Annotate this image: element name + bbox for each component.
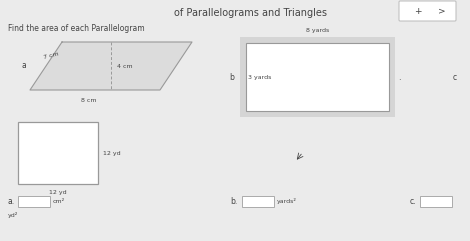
- Text: cm²: cm²: [53, 199, 65, 204]
- Text: a.: a.: [8, 197, 15, 206]
- Text: c: c: [453, 73, 457, 81]
- Text: 3 yards: 3 yards: [248, 74, 271, 80]
- Text: +: +: [414, 7, 422, 15]
- Text: 8 cm: 8 cm: [80, 98, 96, 103]
- Text: 12 yd: 12 yd: [49, 190, 67, 195]
- Bar: [242, 196, 274, 207]
- Text: >: >: [438, 7, 446, 15]
- Text: b.: b.: [230, 197, 237, 206]
- Text: 4 cm: 4 cm: [118, 63, 133, 68]
- Text: Find the area of each Parallelogram: Find the area of each Parallelogram: [8, 24, 145, 33]
- Text: 7 cm: 7 cm: [43, 51, 59, 60]
- FancyBboxPatch shape: [399, 1, 456, 21]
- Text: c.: c.: [410, 197, 416, 206]
- Bar: [246, 43, 389, 111]
- Text: 8 yards: 8 yards: [306, 28, 329, 33]
- Text: yd²: yd²: [8, 212, 18, 218]
- Text: yards²: yards²: [277, 199, 297, 205]
- Bar: [240, 37, 395, 117]
- Text: of Parallelograms and Triangles: of Parallelograms and Triangles: [173, 8, 327, 18]
- Text: 12 yd: 12 yd: [103, 150, 121, 155]
- Text: a: a: [21, 61, 26, 71]
- Bar: [18, 196, 50, 207]
- Text: b: b: [229, 73, 234, 81]
- Bar: [18, 122, 98, 184]
- Polygon shape: [30, 42, 192, 90]
- Bar: [420, 196, 452, 207]
- Text: .: .: [398, 73, 400, 81]
